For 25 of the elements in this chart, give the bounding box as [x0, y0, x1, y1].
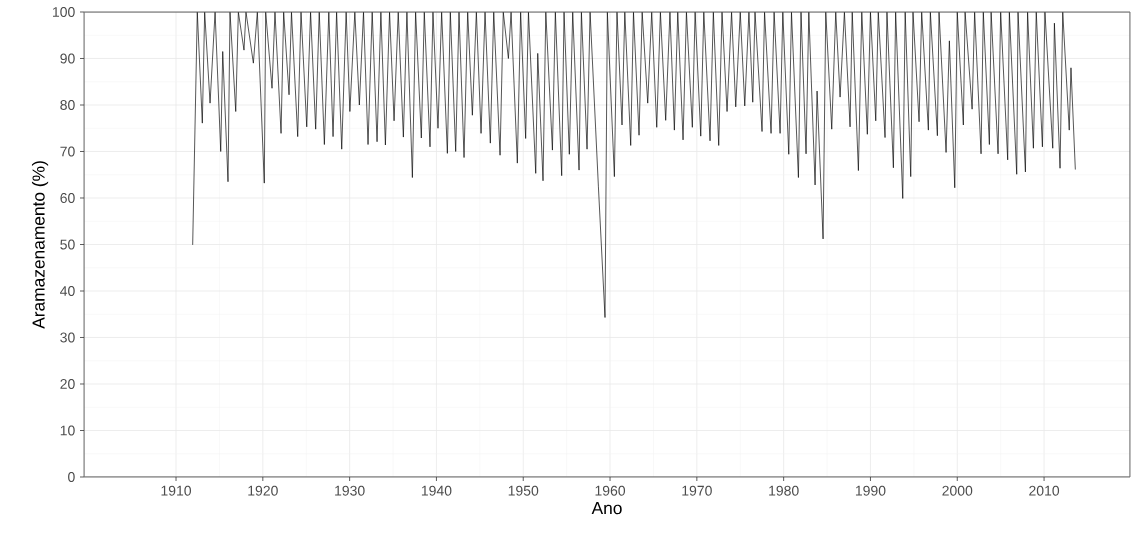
y-tick-label: 10	[60, 425, 75, 436]
y-tick-label: 70	[60, 146, 75, 157]
x-tick-label: 1990	[855, 485, 886, 496]
y-axis-title: Aramazenamento (%)	[31, 161, 49, 329]
x-tick-label: 2000	[942, 485, 973, 496]
x-tick-label: 1960	[595, 485, 626, 496]
x-tick-label: 1930	[335, 485, 365, 496]
x-tick-label: 1920	[248, 485, 278, 496]
x-tick-label: 1910	[161, 485, 192, 496]
y-tick-label: 90	[60, 53, 75, 64]
y-tick-label: 80	[60, 100, 75, 110]
x-tick-label: 1940	[421, 485, 452, 496]
y-tick-label: 100	[53, 7, 75, 17]
y-tick-label: 40	[60, 286, 75, 296]
y-tick-label: 50	[60, 239, 75, 250]
y-tick-label: 20	[60, 379, 75, 389]
x-axis-title: Ano	[591, 502, 622, 515]
x-tick-label: 2010	[1029, 485, 1060, 496]
y-tick-label: 60	[60, 193, 75, 203]
x-tick-label: 1980	[769, 485, 799, 496]
y-tick-label: 30	[60, 332, 75, 343]
y-tick-label: 0	[68, 472, 75, 482]
line-series	[192, 12, 1076, 318]
x-tick-label: 1950	[508, 485, 539, 496]
x-tick-label: 1970	[682, 485, 712, 496]
